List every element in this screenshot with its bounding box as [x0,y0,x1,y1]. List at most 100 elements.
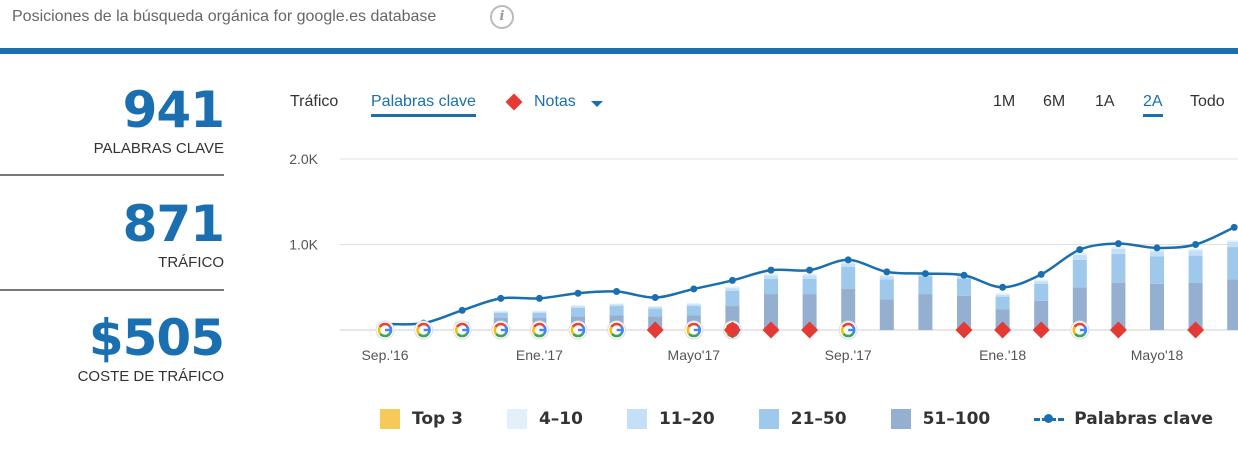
bar-segment[interactable] [493,311,508,313]
bar-segment[interactable] [1150,283,1164,330]
bar-segment[interactable] [686,304,701,307]
note-marker[interactable] [1032,321,1050,339]
bar-segment[interactable] [764,278,778,295]
note-marker[interactable] [801,321,819,339]
bar-segment[interactable] [725,286,740,289]
bar-segment[interactable] [1111,247,1126,249]
bar-segment[interactable] [802,273,817,276]
bar-segment[interactable] [918,294,933,330]
bar-segment[interactable] [686,303,701,305]
range-1a[interactable]: 1A [1095,93,1115,110]
notes-dropdown[interactable]: Notas [534,93,576,110]
bar-segment[interactable] [1034,300,1049,330]
keywords-point[interactable] [458,306,466,314]
note-marker[interactable] [994,321,1012,339]
bar-segment[interactable] [1188,248,1203,251]
bar-segment[interactable] [609,306,624,316]
bar-segment[interactable] [648,306,663,307]
keywords-point[interactable] [574,289,582,297]
metric-keywords[interactable]: 941 PALABRAS CLAVE [0,82,225,157]
range-2a[interactable]: 2A [1143,93,1163,117]
bar-segment[interactable] [532,311,547,313]
bar-segment[interactable] [1034,279,1049,282]
bar-segment[interactable] [1111,253,1126,283]
tab-keywords[interactable]: Palabras clave [371,93,476,117]
bar-segment[interactable] [764,294,778,330]
google-update-icon[interactable] [838,320,858,340]
bar-segment[interactable] [532,310,547,312]
bar-segment[interactable] [1150,256,1164,284]
keywords-point[interactable] [690,285,698,293]
keywords-point[interactable] [1192,241,1200,248]
bar-segment[interactable] [1188,255,1203,283]
google-update-icon[interactable] [607,320,627,340]
google-update-icon[interactable] [452,320,472,340]
bar-segment[interactable] [686,306,701,316]
note-marker[interactable] [646,321,664,339]
keywords-point[interactable] [767,266,775,274]
bar-segment[interactable] [1072,253,1087,255]
keywords-point[interactable] [1114,240,1122,248]
bar-segment[interactable] [648,306,663,309]
bar-segment[interactable] [879,279,894,300]
bar-segment[interactable] [1072,254,1087,260]
bar-segment[interactable] [879,276,894,280]
note-marker[interactable] [723,321,741,339]
bar-segment[interactable] [841,288,856,330]
bar-segment[interactable] [1227,279,1238,330]
bar-segment[interactable] [764,275,778,279]
bar-segment[interactable] [1188,282,1203,330]
bar-segment[interactable] [957,278,971,296]
range-1m[interactable]: 1M [993,93,1016,110]
keywords-point[interactable] [844,256,852,264]
keywords-point[interactable] [1230,223,1238,231]
bar-segment[interactable] [1227,247,1238,280]
metric-traffic[interactable]: 871 TRÁFICO [0,196,225,271]
range-all[interactable]: Todo [1190,93,1225,110]
keywords-point[interactable] [960,271,968,279]
google-update-icon[interactable] [529,320,549,340]
bar-segment[interactable] [764,273,778,276]
google-update-icon[interactable] [375,320,395,340]
legend-item-11-20[interactable]: 11–20 [626,409,715,429]
keywords-point[interactable] [1076,246,1084,254]
bar-segment[interactable] [571,307,585,317]
bar-segment[interactable] [995,293,1010,295]
bar-segment[interactable] [609,304,624,307]
bar-segment[interactable] [609,303,624,305]
keywords-point[interactable] [535,294,543,302]
bar-segment[interactable] [725,288,740,291]
bar-segment[interactable] [1111,248,1126,254]
bar-segment[interactable] [532,312,547,319]
keywords-point[interactable] [1153,244,1161,252]
bar-segment[interactable] [1034,283,1049,301]
bar-segment[interactable] [1072,259,1087,288]
bar-segment[interactable] [802,278,817,295]
keywords-point[interactable] [921,270,929,278]
note-marker[interactable] [762,321,780,339]
keywords-point[interactable] [497,294,505,302]
bar-segment[interactable] [918,276,933,295]
keywords-point[interactable] [613,288,621,296]
chevron-down-icon[interactable] [591,101,603,107]
keywords-point[interactable] [1037,270,1045,278]
bar-segment[interactable] [493,312,508,319]
keywords-point[interactable] [728,276,736,284]
bar-segment[interactable] [571,305,585,307]
bar-segment[interactable] [1227,240,1238,242]
legend-item-top3[interactable]: Top 3 [380,409,463,429]
legend-item-keywords-line[interactable]: Palabras clave [1034,409,1213,429]
bar-segment[interactable] [802,275,817,279]
bar-segment[interactable] [841,263,856,267]
bar-segment[interactable] [1188,250,1203,256]
bar-segment[interactable] [802,294,817,330]
bar-segment[interactable] [648,308,663,317]
bar-segment[interactable] [1034,281,1049,284]
google-update-icon[interactable] [414,320,434,340]
keywords-point[interactable] [806,266,814,274]
bar-segment[interactable] [995,309,1010,330]
bar-segment[interactable] [995,296,1010,310]
bar-segment[interactable] [493,310,508,312]
tab-traffic[interactable]: Tráfico [290,93,339,110]
bar-segment[interactable] [957,295,971,330]
